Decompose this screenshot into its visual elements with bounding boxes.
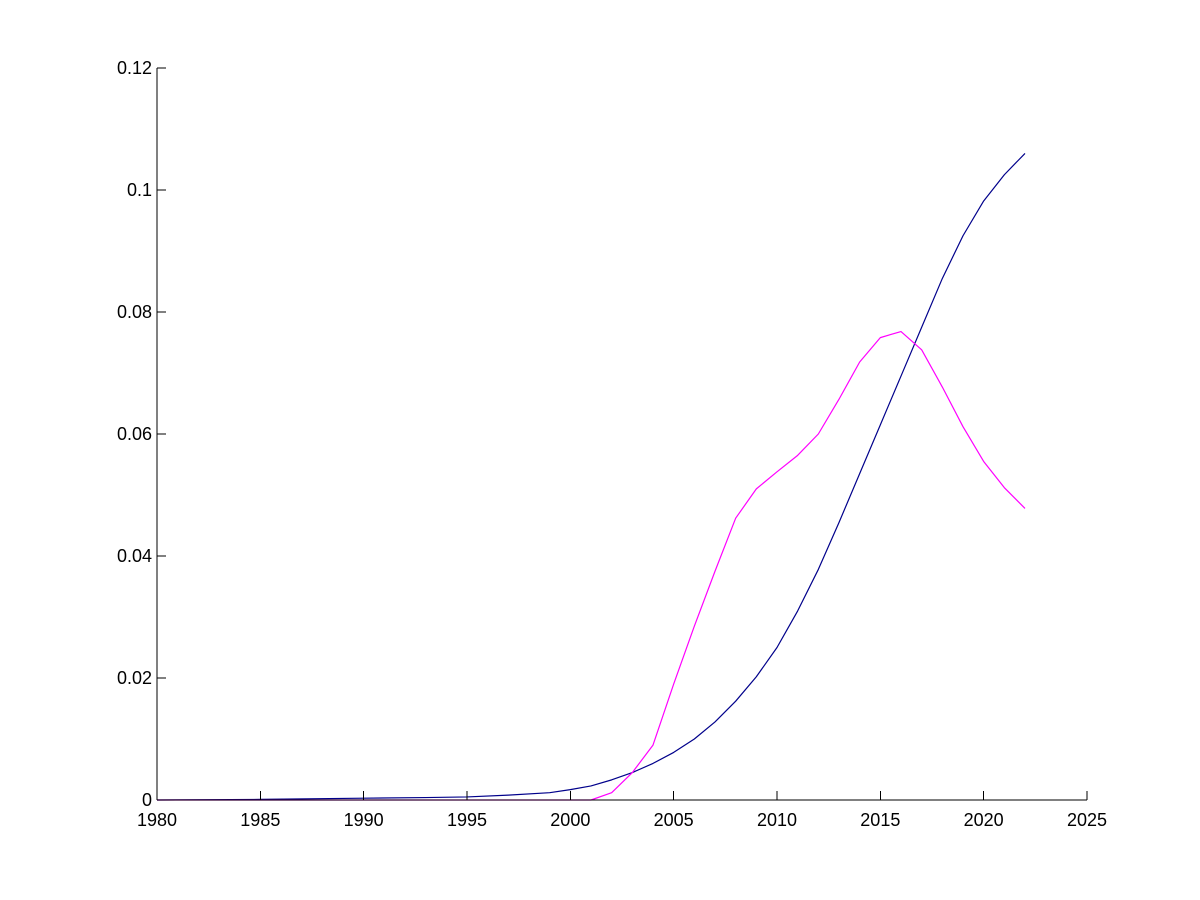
y-tick-label: 0.06 <box>117 424 152 444</box>
series-line-2 <box>157 330 1026 801</box>
x-tick-label: 2005 <box>654 810 694 830</box>
y-tick-label: 0.02 <box>117 668 152 688</box>
y-tick-label: 0.1 <box>127 180 152 200</box>
x-tick-label: 1985 <box>240 810 280 830</box>
axes-layer <box>156 68 1087 801</box>
x-tick-label: 2020 <box>964 810 1004 830</box>
x-tick-label: 2000 <box>550 810 590 830</box>
y-tick-label: 0 <box>142 790 152 810</box>
series-layer <box>156 152 1026 801</box>
y-tick-label: 0.12 <box>117 58 152 78</box>
x-tick-label: 1980 <box>137 810 177 830</box>
x-tick-label: 2010 <box>757 810 797 830</box>
x-tick-label: 1990 <box>344 810 384 830</box>
ticks-layer: 1980 1985 1990 1995 2000 2005 2010 2015 2020 2025… <box>117 58 1107 830</box>
x-tick-label: 2015 <box>860 810 900 830</box>
x-tick-label: 2025 <box>1067 810 1107 830</box>
x-tick-label: 1995 <box>447 810 487 830</box>
y-tick-label: 0.08 <box>117 302 152 322</box>
y-tick-label: 0.04 <box>117 546 152 566</box>
series-line-1 <box>156 152 1026 801</box>
